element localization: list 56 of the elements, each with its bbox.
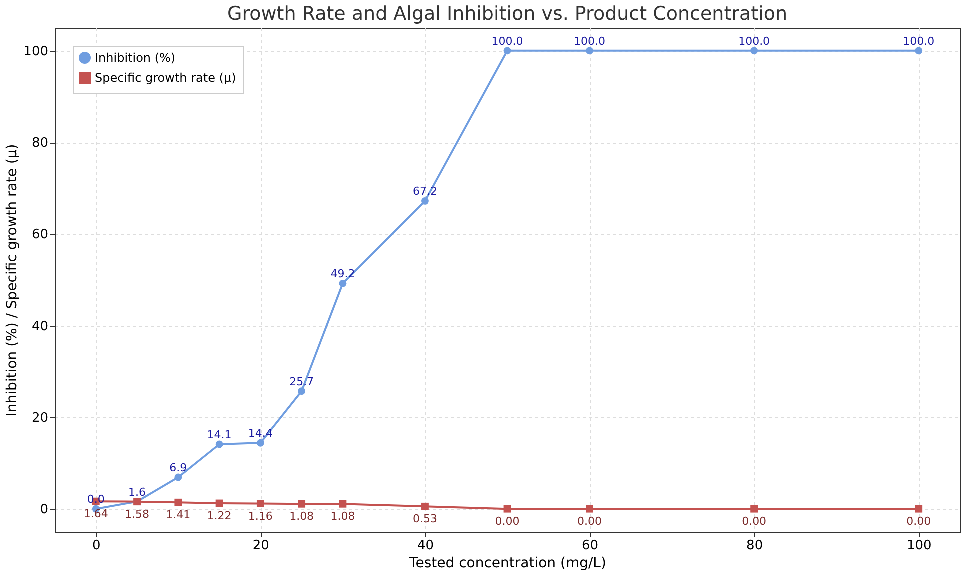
point	[174, 498, 182, 506]
point	[750, 47, 758, 55]
point	[504, 505, 512, 513]
point	[504, 47, 512, 55]
x-axis-title: Tested concentration (mg/L)	[408, 556, 606, 572]
x-tick-label: 60	[582, 538, 599, 554]
data-label: 0.00	[495, 515, 520, 528]
point	[339, 280, 347, 288]
x-tick-label: 80	[746, 538, 764, 554]
data-label: 100.0	[738, 34, 770, 48]
data-label: 1.64	[84, 508, 108, 521]
point	[586, 505, 594, 513]
x-tick-label: 40	[417, 538, 434, 554]
data-label: 1.22	[207, 510, 232, 522]
point	[298, 500, 306, 508]
data-label: 100.0	[574, 34, 606, 48]
data-label: 1.58	[125, 508, 150, 521]
y-tick-label: 0	[40, 502, 48, 518]
point	[216, 440, 224, 448]
chart-title: Growth Rate and Algal Inhibition vs. Product Concentration	[227, 3, 788, 25]
point	[256, 500, 264, 508]
point	[915, 505, 923, 513]
data-label: 0.00	[742, 515, 767, 528]
x-tick-label: 100	[906, 538, 932, 554]
data-label: 14.1	[207, 428, 232, 442]
data-label: 1.16	[248, 510, 273, 523]
y-tick-label: 60	[32, 228, 48, 243]
data-label: 1.08	[290, 510, 314, 524]
point	[216, 500, 224, 508]
point	[750, 505, 758, 513]
data-label: 0.00	[578, 515, 602, 528]
point	[339, 500, 347, 508]
data-label: 100.0	[903, 34, 935, 48]
y-tick-label: 80	[32, 136, 48, 152]
y-tick-label: 40	[32, 319, 48, 334]
x-tick-label: 0	[92, 538, 101, 554]
y-tick-label: 100	[24, 44, 48, 60]
data-label: 100.0	[492, 34, 524, 48]
point	[298, 388, 306, 396]
point	[256, 439, 264, 447]
data-label: 0.00	[906, 515, 932, 528]
data-label: 1.08	[330, 510, 356, 524]
point	[586, 47, 594, 55]
point	[174, 474, 182, 482]
legend-label: Inhibition (%)	[95, 51, 176, 65]
point	[422, 502, 429, 510]
x-tick-label: 20	[252, 538, 270, 554]
legend-label: Specific growth rate (μ)	[95, 71, 236, 85]
point	[915, 47, 923, 55]
point	[422, 197, 429, 205]
data-label: 0.53	[412, 512, 438, 526]
data-label: 6.9	[170, 461, 188, 474]
y-axis-title: Inhibition (%) / Specific growth rate (μ)	[4, 144, 21, 417]
data-label: 1.6	[128, 486, 146, 499]
data-label: 1.41	[166, 508, 191, 522]
y-tick-label: 20	[32, 410, 48, 426]
